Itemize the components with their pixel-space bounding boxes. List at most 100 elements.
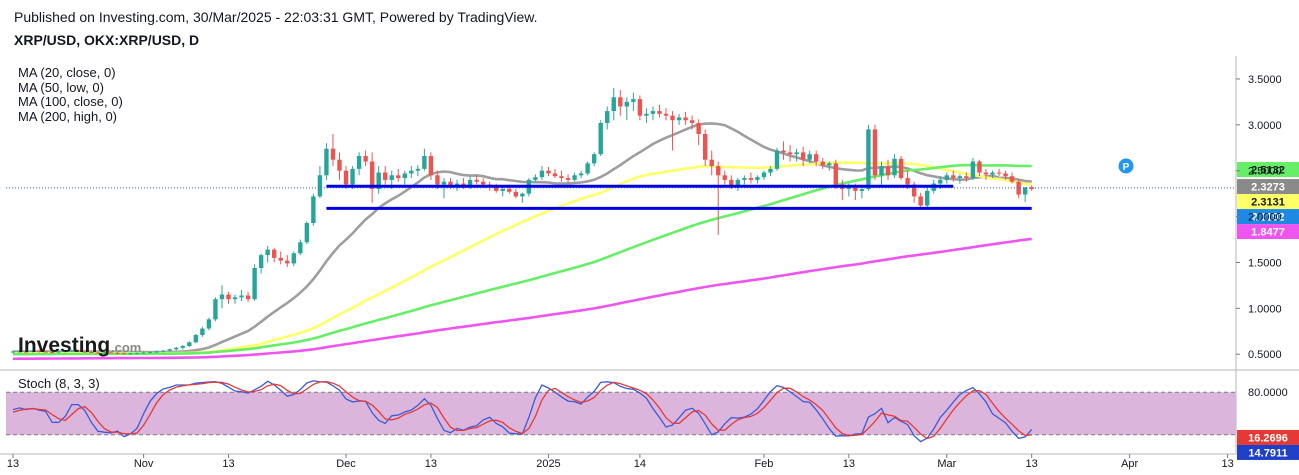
candle[interactable] bbox=[376, 166, 381, 194]
candle[interactable] bbox=[813, 150, 819, 167]
candle[interactable] bbox=[722, 170, 727, 185]
candle[interactable] bbox=[69, 349, 74, 352]
candle[interactable] bbox=[115, 351, 120, 355]
candle[interactable] bbox=[990, 170, 995, 179]
candle[interactable] bbox=[285, 255, 290, 268]
candle[interactable] bbox=[957, 174, 963, 184]
candle[interactable] bbox=[598, 120, 603, 157]
candle[interactable] bbox=[474, 175, 479, 185]
candle[interactable] bbox=[428, 152, 434, 180]
candle[interactable] bbox=[278, 251, 283, 265]
candle[interactable] bbox=[578, 170, 584, 179]
candle[interactable] bbox=[552, 168, 558, 179]
candle[interactable] bbox=[102, 351, 107, 354]
candle[interactable] bbox=[944, 172, 949, 184]
candle[interactable] bbox=[827, 161, 832, 171]
candle[interactable] bbox=[200, 326, 205, 337]
candle[interactable] bbox=[180, 345, 185, 350]
candle[interactable] bbox=[43, 350, 48, 353]
candle[interactable] bbox=[794, 148, 799, 162]
candle[interactable] bbox=[402, 170, 407, 185]
candle[interactable] bbox=[160, 350, 166, 353]
candle[interactable] bbox=[1016, 179, 1021, 199]
candle[interactable] bbox=[239, 290, 244, 302]
candle[interactable] bbox=[964, 172, 969, 182]
candle[interactable] bbox=[147, 351, 153, 354]
candle[interactable] bbox=[265, 245, 270, 263]
candle[interactable] bbox=[49, 351, 55, 354]
candle[interactable] bbox=[134, 352, 140, 355]
candle[interactable] bbox=[787, 145, 793, 162]
candle[interactable] bbox=[30, 350, 35, 353]
candle[interactable] bbox=[63, 350, 68, 353]
candle[interactable] bbox=[774, 147, 780, 171]
candle[interactable] bbox=[187, 341, 192, 347]
candle[interactable] bbox=[918, 192, 923, 210]
candle[interactable] bbox=[415, 165, 421, 177]
candle[interactable] bbox=[591, 152, 597, 167]
candle[interactable] bbox=[36, 349, 42, 353]
candle[interactable] bbox=[219, 285, 225, 309]
candle[interactable] bbox=[683, 111, 688, 125]
candle[interactable] bbox=[1003, 170, 1008, 180]
candle[interactable] bbox=[330, 134, 336, 167]
candle[interactable] bbox=[885, 159, 891, 180]
candle[interactable] bbox=[970, 157, 976, 180]
candle[interactable] bbox=[1029, 185, 1034, 191]
candle[interactable] bbox=[226, 291, 231, 304]
candle[interactable] bbox=[800, 146, 806, 167]
candle[interactable] bbox=[898, 156, 904, 180]
candle[interactable] bbox=[108, 351, 114, 354]
candle[interactable] bbox=[167, 348, 172, 352]
candle[interactable] bbox=[245, 291, 251, 302]
candle[interactable] bbox=[872, 124, 878, 180]
candle[interactable] bbox=[820, 157, 825, 169]
candle[interactable] bbox=[996, 168, 1002, 177]
candle[interactable] bbox=[513, 189, 519, 199]
candle[interactable] bbox=[565, 174, 571, 184]
candle[interactable] bbox=[696, 119, 701, 146]
candle[interactable] bbox=[232, 294, 238, 304]
candle[interactable] bbox=[546, 167, 551, 177]
candle[interactable] bbox=[213, 297, 218, 322]
candle[interactable] bbox=[193, 334, 199, 344]
candle[interactable] bbox=[977, 159, 982, 177]
candle[interactable] bbox=[324, 143, 329, 180]
candle[interactable] bbox=[298, 239, 303, 256]
candle[interactable] bbox=[742, 175, 747, 185]
candle[interactable] bbox=[252, 264, 257, 302]
candle[interactable] bbox=[539, 166, 545, 180]
candle[interactable] bbox=[807, 150, 812, 164]
candle[interactable] bbox=[369, 152, 375, 203]
candle[interactable] bbox=[396, 168, 401, 182]
candle[interactable] bbox=[559, 170, 564, 182]
candle[interactable] bbox=[89, 350, 94, 353]
candle[interactable] bbox=[23, 350, 29, 353]
candle[interactable] bbox=[689, 115, 695, 130]
candle[interactable] bbox=[781, 141, 786, 160]
candle[interactable] bbox=[702, 129, 708, 167]
candle[interactable] bbox=[441, 178, 447, 199]
candle[interactable] bbox=[833, 159, 838, 190]
candle[interactable] bbox=[650, 106, 656, 121]
candle[interactable] bbox=[585, 161, 590, 176]
candle[interactable] bbox=[174, 346, 179, 351]
candle[interactable] bbox=[56, 351, 61, 353]
candle[interactable] bbox=[121, 352, 127, 355]
candle[interactable] bbox=[206, 317, 212, 331]
candle[interactable] bbox=[663, 108, 669, 121]
candle[interactable] bbox=[317, 166, 323, 199]
candle[interactable] bbox=[709, 150, 714, 176]
candle[interactable] bbox=[572, 172, 577, 182]
candle[interactable] bbox=[925, 187, 930, 210]
candle[interactable] bbox=[611, 88, 616, 121]
candle[interactable] bbox=[533, 174, 538, 182]
candle[interactable] bbox=[631, 92, 636, 112]
candle[interactable] bbox=[128, 352, 133, 355]
candle[interactable] bbox=[637, 95, 643, 121]
candle[interactable] bbox=[951, 170, 956, 182]
p-marker[interactable]: P bbox=[1118, 158, 1134, 174]
candle[interactable] bbox=[1009, 172, 1015, 184]
candle[interactable] bbox=[304, 221, 310, 245]
